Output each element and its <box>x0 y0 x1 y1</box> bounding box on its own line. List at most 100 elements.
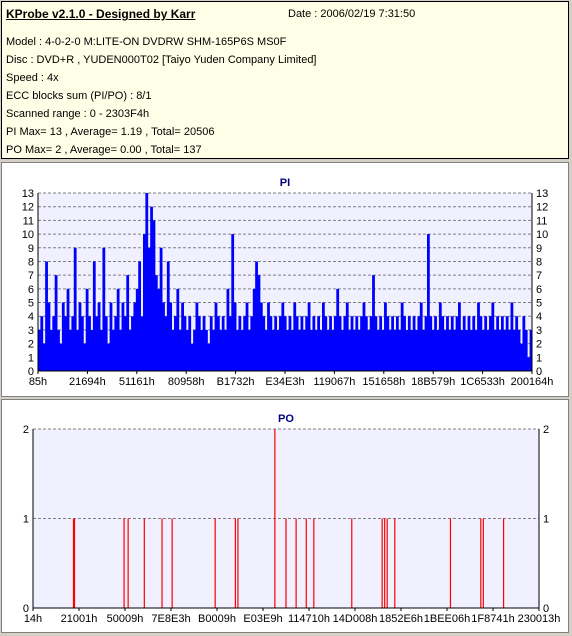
bar <box>393 329 397 371</box>
bar <box>529 329 533 371</box>
bar <box>49 329 53 371</box>
bar <box>295 316 299 371</box>
bar <box>95 316 99 371</box>
bar <box>259 302 263 371</box>
y-tick-label: 6 <box>28 284 34 296</box>
x-tick-label: 114710h <box>288 613 330 625</box>
bar <box>202 316 206 371</box>
bar <box>100 329 103 371</box>
y-tick-label: 1 <box>28 352 34 364</box>
y-tick-label-right: 10 <box>536 229 548 241</box>
po-chart: PO 0 0 1 1 2 2 14h 21001h 50009h 7E8E3h B0009h E03E9… <box>23 413 561 625</box>
bar <box>52 316 56 371</box>
bar <box>496 316 499 371</box>
bar <box>426 234 430 371</box>
bar <box>422 329 426 371</box>
bar <box>264 329 268 371</box>
y-tick-label: 0 <box>23 603 29 615</box>
bar <box>415 329 418 371</box>
bar <box>111 329 115 371</box>
bar <box>403 316 406 371</box>
bar <box>319 329 323 371</box>
bar <box>391 316 394 371</box>
bar <box>290 329 294 371</box>
bar <box>159 247 163 371</box>
bar <box>405 329 409 371</box>
x-tick-label: 21694h <box>69 376 106 388</box>
disc-line: Disc : DVD+R , YUDEN000T02 [Taiyo Yuden … <box>6 54 317 66</box>
bar <box>88 316 91 371</box>
bar <box>123 316 127 371</box>
bar <box>489 316 492 371</box>
y-tick-label: 7 <box>28 270 34 282</box>
po-chart-panel: PO 0 0 1 1 2 2 14h 21001h 50009h 7E8E3h B0009h E03E9… <box>1 399 569 633</box>
bar <box>431 329 435 371</box>
bar <box>345 302 349 371</box>
bar <box>83 343 87 371</box>
bar <box>107 343 110 371</box>
bar <box>183 316 187 371</box>
x-tick-label: 51161h <box>119 376 155 388</box>
bar <box>224 329 227 371</box>
bar <box>453 329 457 371</box>
bar <box>92 261 96 371</box>
bar <box>458 302 461 371</box>
bar <box>190 343 194 371</box>
y-tick-label-right: 8 <box>536 256 542 268</box>
x-tick-label: E03E9h <box>243 613 282 625</box>
x-tick-label: 1F8741h <box>471 613 514 625</box>
bar <box>307 302 311 371</box>
bar <box>57 329 60 371</box>
bar <box>286 329 289 371</box>
bar <box>355 316 359 371</box>
bar <box>40 316 44 371</box>
y-tick-label: 10 <box>22 229 34 241</box>
bar <box>343 316 347 371</box>
y-tick-label-right: 9 <box>536 243 542 255</box>
po-stats-line: PO Max= 2 , Average= 0.00 , Total= 137 <box>6 144 202 156</box>
bar <box>236 329 239 371</box>
bar <box>429 316 433 371</box>
bar <box>195 302 199 371</box>
app-title: KProbe v2.1.0 - Designed by Karr <box>6 7 196 21</box>
bar <box>515 316 519 371</box>
bar <box>221 316 225 371</box>
bar <box>333 316 337 371</box>
bar <box>288 316 292 371</box>
bar <box>78 302 82 371</box>
bar <box>140 316 144 371</box>
x-tick-label: 200164h <box>511 376 554 388</box>
y-tick-label: 0 <box>28 366 34 378</box>
bar <box>441 316 445 371</box>
bar <box>178 329 182 371</box>
bar <box>410 329 414 371</box>
bar <box>255 261 258 371</box>
bar <box>508 329 511 371</box>
y-tick-label: 2 <box>23 424 29 436</box>
bar <box>274 316 278 371</box>
bar <box>450 316 454 371</box>
bar <box>298 329 301 371</box>
bar <box>166 261 170 371</box>
bar <box>460 329 464 371</box>
bar <box>300 316 304 371</box>
bar <box>398 329 402 371</box>
bar <box>219 329 223 371</box>
bar <box>109 302 113 371</box>
bar <box>188 316 192 371</box>
x-tick-label: 151658h <box>362 376 405 388</box>
x-tick-label: B0009h <box>198 613 236 625</box>
bar <box>69 329 72 371</box>
range-line: Scanned range : 0 - 2303F4h <box>6 108 150 120</box>
pi-chart-panel: PI 0 0 1 1 2 2 3 3 4 4 5 5 6 6 7 7 8 8 9 9 10 10 11 11 12 12 13 13 85… <box>1 162 569 397</box>
bar <box>522 316 526 371</box>
x-tick-label: 1852E6h <box>379 613 423 625</box>
bar <box>486 329 490 371</box>
scan-date: Date : 2006/02/19 7:31:50 <box>288 8 416 20</box>
bar <box>357 329 361 371</box>
y-tick-label-right: 0 <box>543 603 549 615</box>
bar <box>467 316 471 371</box>
bar <box>348 329 352 371</box>
chart-title: PO <box>278 413 294 425</box>
bar <box>484 316 488 371</box>
